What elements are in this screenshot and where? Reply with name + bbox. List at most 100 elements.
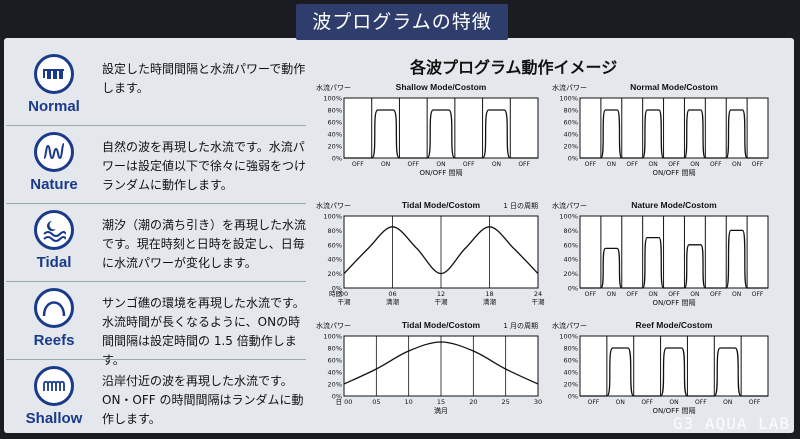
x-tick-label: OFF bbox=[668, 161, 680, 168]
x-tick-label: 00 bbox=[340, 290, 348, 298]
x-tick-label: ON bbox=[732, 291, 741, 298]
y-tick-label: 20% bbox=[564, 381, 578, 389]
x-tick-label: OFF bbox=[626, 291, 638, 298]
y-axis-label: 水流パワー bbox=[316, 83, 351, 92]
section-title: 各波プログラム動作イメージ bbox=[410, 58, 618, 77]
y-tick-label: 0% bbox=[332, 155, 342, 163]
y-tick-label: 40% bbox=[564, 369, 578, 377]
mode-description: サンゴ礁の環境を再現した水流です。水流時間が長くなるように、ONの時間間隔は設定… bbox=[102, 296, 305, 367]
x-tick-label: OFF bbox=[626, 161, 638, 168]
y-tick-label: 80% bbox=[564, 107, 578, 115]
y-tick-label: 60% bbox=[564, 357, 578, 365]
mode-description: 沿岸付近の波を再現した水流です。ON・OFF の時間間隔はランダムに動作します。 bbox=[102, 374, 304, 426]
y-tick-label: 0% bbox=[332, 393, 342, 401]
x-tick-label: 20 bbox=[469, 398, 477, 406]
page-title: 波プログラムの特徴 bbox=[296, 4, 508, 40]
x-tick-label: 06 bbox=[388, 290, 396, 298]
x-tick-sublabel: 干潮 bbox=[338, 297, 352, 306]
x-tick-label: ON bbox=[607, 161, 616, 168]
x-tick-label: 日 00 bbox=[336, 398, 353, 406]
y-tick-label: 0% bbox=[568, 393, 578, 401]
x-tick-label: 12 bbox=[437, 290, 445, 298]
x-tick-label: OFF bbox=[752, 161, 764, 168]
y-tick-label: 80% bbox=[328, 345, 342, 353]
mode-description: 自然の波を再現した水流です。水流パワーは設定値以下で徐々に強弱をつけランダムに動… bbox=[102, 140, 307, 192]
chart-title: Reef Mode/Costom bbox=[636, 320, 713, 330]
x-tick-label: OFF bbox=[752, 291, 764, 298]
plot-area bbox=[579, 97, 769, 159]
x-tick-label: 30 bbox=[534, 398, 542, 406]
y-axis-label: 水流パワー bbox=[552, 321, 587, 330]
x-tick-label: ON bbox=[492, 161, 501, 168]
y-tick-label: 60% bbox=[328, 241, 342, 249]
y-tick-label: 100% bbox=[559, 95, 578, 103]
y-tick-label: 20% bbox=[328, 270, 342, 278]
divider bbox=[6, 281, 306, 282]
shallow-wave-icon bbox=[34, 366, 74, 406]
x-axis-label: 満月 bbox=[434, 407, 448, 415]
chart-title: Nature Mode/Costom bbox=[631, 200, 717, 210]
x-axis-label: ON/OFF 間隔 bbox=[653, 298, 696, 307]
chart-5: Reef Mode/Costom 水流パワー 100% 80% 60% 40% 20% 0% O… bbox=[552, 320, 769, 415]
watermark: G3 AQUA LAB bbox=[673, 414, 790, 433]
series-line bbox=[580, 109, 768, 159]
y-tick-label: 80% bbox=[328, 227, 342, 235]
random-wave-icon bbox=[34, 132, 74, 172]
x-tick-label: OFF bbox=[641, 399, 653, 406]
chart-note: 1 月の周期 bbox=[503, 322, 538, 330]
x-tick-sublabel: 満潮 bbox=[386, 297, 400, 306]
moon-tide-icon bbox=[34, 210, 74, 250]
mode-label: Nature bbox=[30, 176, 78, 193]
chart-2: Tidal Mode/Costom 水流パワー 1 日の周期 100% 80% 60% 40… bbox=[316, 200, 545, 306]
x-tick-label: OFF bbox=[710, 161, 722, 168]
x-tick-label: OFF bbox=[710, 291, 722, 298]
divider bbox=[6, 203, 306, 204]
chart-1: Normal Mode/Costom 水流パワー 100% 80% 60% 40% 20% 0… bbox=[552, 82, 769, 177]
plot-area bbox=[343, 97, 539, 159]
x-tick-label: OFF bbox=[749, 399, 761, 406]
x-tick-label: ON bbox=[381, 161, 390, 168]
y-tick-label: 60% bbox=[328, 357, 342, 365]
x-tick-label: OFF bbox=[668, 291, 680, 298]
y-tick-label: 100% bbox=[559, 333, 578, 341]
x-tick-label: ON bbox=[616, 399, 625, 406]
x-tick-label: 15 bbox=[437, 398, 445, 406]
mode-row-shallow: Shallow 沿岸付近の波を再現した水流です。ON・OFF の時間間隔はランダ… bbox=[6, 362, 306, 438]
x-tick-label: OFF bbox=[518, 161, 530, 168]
x-tick-label: ON bbox=[649, 291, 658, 298]
x-tick-label: OFF bbox=[585, 291, 597, 298]
y-tick-label: 20% bbox=[564, 270, 578, 278]
divider bbox=[6, 125, 306, 126]
y-tick-label: 100% bbox=[323, 95, 342, 103]
x-tick-label: OFF bbox=[463, 161, 475, 168]
chart-0: Shallow Mode/Costom 水流パワー 100% 80% 60% 40% 20%… bbox=[316, 82, 539, 177]
y-tick-label: 0% bbox=[568, 155, 578, 163]
reef-arch-icon bbox=[34, 288, 74, 328]
mode-row-nature: Nature 自然の波を再現した水流です。水流パワーは設定値以下で徐々に強弱をつ… bbox=[6, 128, 306, 204]
y-axis-label: 水流パワー bbox=[316, 201, 351, 210]
y-axis-label: 水流パワー bbox=[316, 321, 351, 330]
chart-3: Nature Mode/Costom 水流パワー 100% 80% 60% 40% 20% 0… bbox=[552, 200, 769, 307]
x-tick-label: OFF bbox=[407, 161, 419, 168]
y-tick-label: 80% bbox=[564, 345, 578, 353]
chart-title: Normal Mode/Costom bbox=[630, 82, 718, 92]
y-tick-label: 40% bbox=[328, 369, 342, 377]
x-tick-label: OFF bbox=[352, 161, 364, 168]
x-tick-label: ON bbox=[669, 399, 678, 406]
y-tick-label: 60% bbox=[564, 119, 578, 127]
x-tick-label: ON bbox=[690, 291, 699, 298]
y-tick-label: 20% bbox=[328, 143, 342, 151]
x-axis-label: ON/OFF 間隔 bbox=[420, 168, 463, 177]
y-tick-label: 20% bbox=[564, 143, 578, 151]
x-tick-label: 05 bbox=[372, 398, 380, 406]
x-axis-label: ON/OFF 間隔 bbox=[653, 406, 696, 415]
x-tick-label: OFF bbox=[585, 161, 597, 168]
x-tick-sublabel: 干潮 bbox=[435, 297, 449, 306]
mode-label: Normal bbox=[28, 98, 80, 115]
mode-row-reefs: Reefs サンゴ礁の環境を再現した水流です。水流時間が長くなるように、ONの時… bbox=[6, 284, 306, 367]
x-tick-label: ON bbox=[649, 161, 658, 168]
plot-area bbox=[579, 335, 769, 397]
x-tick-sublabel: 満潮 bbox=[483, 297, 497, 306]
y-axis-label: 水流パワー bbox=[552, 83, 587, 92]
